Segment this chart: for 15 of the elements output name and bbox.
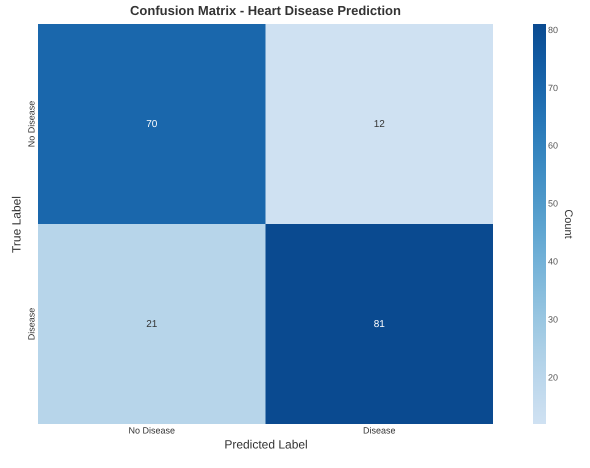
x-axis-title: Predicted Label — [224, 438, 308, 452]
color-bar-label: 30 — [548, 314, 558, 325]
y-axis-title: True Label — [10, 196, 24, 253]
color-bar-label: 40 — [548, 256, 558, 267]
color-bar-label: 80 — [548, 24, 558, 35]
data-label: 12 — [374, 119, 386, 130]
chart-title: Confusion Matrix - Heart Disease Prediction — [130, 3, 401, 18]
data-label: 70 — [146, 119, 158, 130]
data-label: 21 — [146, 319, 158, 330]
color-bar-title: Count — [562, 209, 574, 239]
color-bar-label: 20 — [548, 372, 558, 383]
color-bar-label: 60 — [548, 140, 558, 151]
color-bar-label: 70 — [548, 82, 558, 93]
data-label: 81 — [374, 319, 386, 330]
color-bar-label: 50 — [548, 198, 558, 209]
